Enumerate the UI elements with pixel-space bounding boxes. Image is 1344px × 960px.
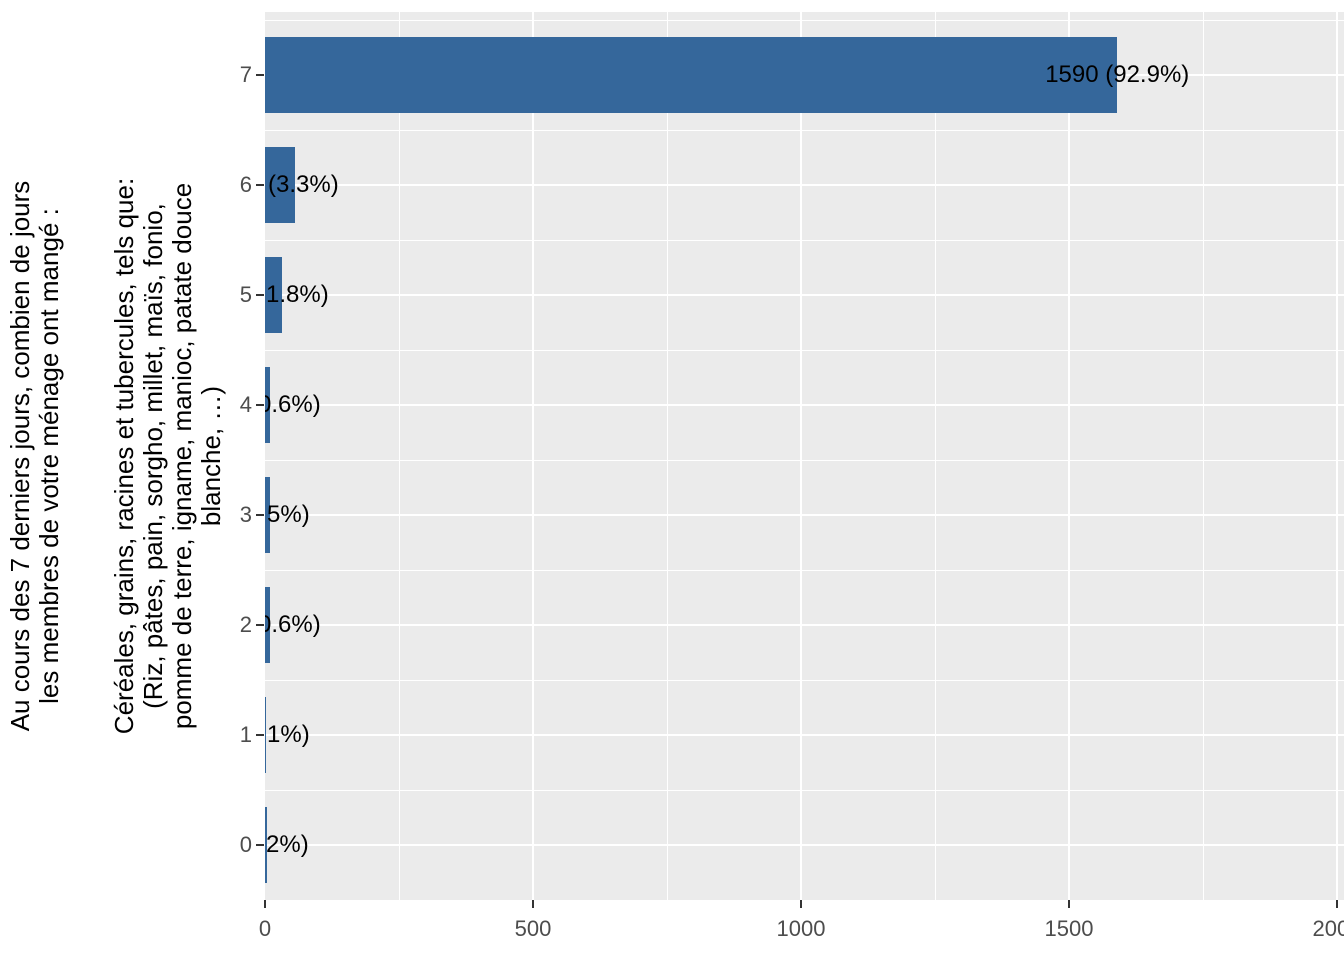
bar [265,697,267,773]
bar-value-label: 1%) [267,721,310,748]
plot-panel: 1590 (92.9%) (3.3%) 1.8%) 0.6%) 5%) 0.6%) 1%) 2… [265,12,1344,900]
gridline-minor-horizontal [265,20,1344,21]
gridline-minor-vertical [667,12,668,900]
bar-value-label: 0.6%) [265,391,321,418]
bar [265,587,271,663]
y-tick-mark [256,404,264,406]
bar-value-label: (3.3%) [268,171,339,198]
y-tick-label: 1 [239,722,252,747]
x-tick-mark [264,900,266,908]
x-tick-label: 0 [258,916,272,941]
gridline-major-vertical [1336,12,1338,900]
y-tick-label: 0 [239,832,252,857]
y-tick-label: 5 [239,282,252,307]
y-axis-title-inner: Céréales, grains, racines et tubercules,… [109,177,226,735]
y-tick-mark [256,184,264,186]
gridline-major-horizontal [265,294,1344,296]
x-tick-label: 1500 [1044,916,1094,941]
bar [265,367,271,443]
y-tick-label: 7 [239,62,252,87]
y-tick-label: 3 [239,502,252,527]
gridline-minor-horizontal [265,680,1344,681]
gridline-major-horizontal [265,514,1344,516]
gridline-minor-vertical [1203,12,1204,900]
gridline-major-vertical [532,12,534,900]
gridline-minor-horizontal [265,240,1344,241]
bar [265,37,1118,113]
x-tick-label: 1000 [776,916,826,941]
gridline-minor-horizontal [265,790,1344,791]
bar-value-label: 0.6%) [265,611,321,638]
gridline-minor-horizontal [265,130,1344,131]
x-tick-mark [800,900,802,908]
y-tick-mark [256,734,264,736]
gridline-major-vertical [800,12,802,900]
y-tick-label: 4 [239,392,252,417]
x-tick-mark [1068,900,1070,908]
bar-value-label: 5%) [267,501,310,528]
y-axis-title-outer: Au cours des 7 derniers jours, combien d… [5,180,64,732]
gridline-minor-vertical [399,12,400,900]
gridline-major-horizontal [265,404,1344,406]
y-tick-mark [256,514,264,516]
gridline-major-horizontal [265,184,1344,186]
bar [265,257,282,333]
bar [265,147,296,223]
x-tick-label: 500 [514,916,552,941]
bar [265,477,270,553]
gridline-minor-vertical [935,12,936,900]
gridline-minor-horizontal [265,460,1344,461]
x-tick-mark [1336,900,1338,908]
y-tick-mark [256,294,264,296]
x-tick-mark [532,900,534,908]
bar-value-label: 1590 (92.9%) [1045,61,1190,88]
gridline-major-vertical [1068,12,1070,900]
bar [265,807,267,883]
bar-value-label: 2%) [266,831,309,858]
x-tick-label: 2000 [1312,916,1344,941]
gridline-minor-horizontal [265,570,1344,571]
y-tick-mark [256,624,264,626]
gridline-minor-horizontal [265,350,1344,351]
y-tick-mark [256,844,264,846]
bar-value-label: 1.8%) [266,281,329,308]
gridline-major-horizontal [265,624,1344,626]
gridline-major-horizontal [265,844,1344,846]
gridline-major-horizontal [265,734,1344,736]
y-tick-label: 6 [239,172,252,197]
y-tick-label: 2 [239,612,252,637]
y-tick-mark [256,74,264,76]
